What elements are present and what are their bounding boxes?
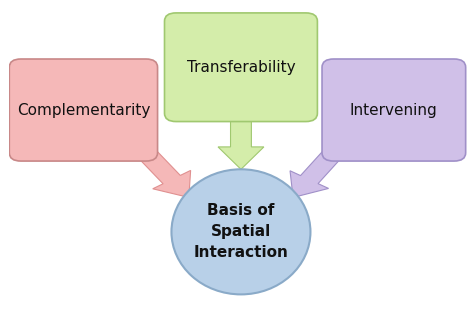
Text: Basis of
Spatial
Interaction: Basis of Spatial Interaction xyxy=(193,203,288,260)
Polygon shape xyxy=(218,113,264,169)
Text: Transferability: Transferability xyxy=(187,60,295,75)
FancyBboxPatch shape xyxy=(322,59,465,161)
Text: Intervening: Intervening xyxy=(350,103,438,118)
Ellipse shape xyxy=(172,169,310,294)
FancyBboxPatch shape xyxy=(9,59,157,161)
Polygon shape xyxy=(290,149,342,198)
FancyBboxPatch shape xyxy=(164,13,318,122)
Text: Complementarity: Complementarity xyxy=(17,103,150,118)
Polygon shape xyxy=(137,149,191,198)
